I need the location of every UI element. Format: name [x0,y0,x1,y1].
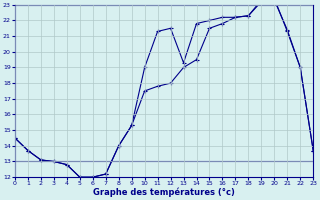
X-axis label: Graphe des températures (°c): Graphe des températures (°c) [93,188,235,197]
